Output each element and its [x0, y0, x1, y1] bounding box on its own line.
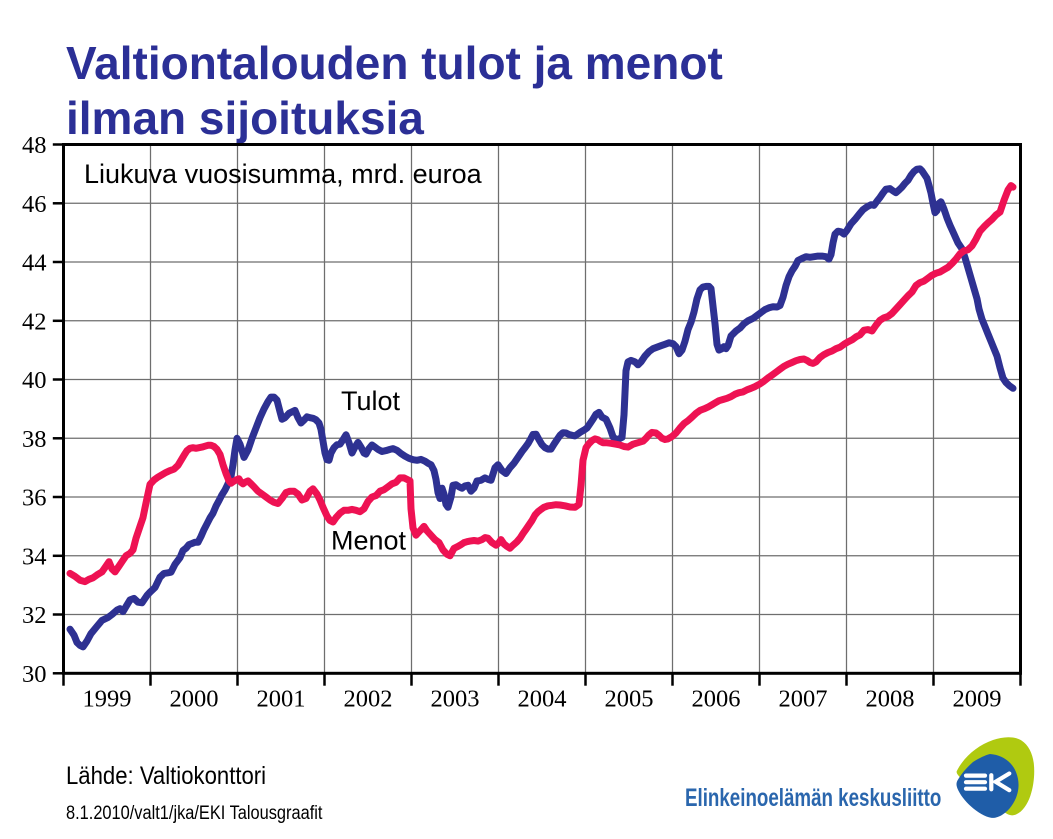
- svg-text:36: 36: [22, 485, 47, 512]
- svg-text:2003: 2003: [431, 686, 480, 713]
- svg-text:2006: 2006: [692, 686, 741, 713]
- svg-text:30: 30: [22, 661, 47, 688]
- svg-text:2004: 2004: [518, 686, 567, 713]
- svg-text:42: 42: [22, 309, 47, 336]
- svg-text:2009: 2009: [953, 686, 1002, 713]
- svg-text:2000: 2000: [170, 686, 219, 713]
- svg-text:2002: 2002: [344, 686, 393, 713]
- svg-text:48: 48: [22, 132, 47, 159]
- svg-text:1999: 1999: [83, 686, 132, 713]
- svg-text:2005: 2005: [605, 686, 654, 713]
- svg-text:40: 40: [22, 367, 47, 394]
- svg-text:Tulot: Tulot: [341, 386, 401, 416]
- svg-text:34: 34: [22, 544, 47, 571]
- svg-text:2008: 2008: [866, 686, 915, 713]
- svg-text:38: 38: [22, 426, 47, 453]
- svg-text:2007: 2007: [779, 686, 828, 713]
- svg-text:32: 32: [22, 602, 47, 629]
- svg-text:46: 46: [22, 191, 47, 218]
- svg-text:44: 44: [22, 250, 47, 277]
- svg-text:2001: 2001: [257, 686, 306, 713]
- svg-text:Menot: Menot: [331, 526, 407, 556]
